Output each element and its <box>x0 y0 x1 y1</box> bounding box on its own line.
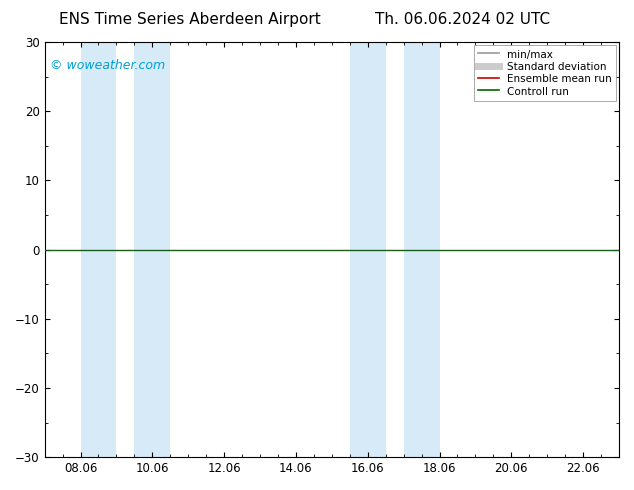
Legend: min/max, Standard deviation, Ensemble mean run, Controll run: min/max, Standard deviation, Ensemble me… <box>474 45 616 100</box>
Bar <box>404 42 439 457</box>
Bar <box>81 42 117 457</box>
Bar <box>134 42 171 457</box>
Text: © woweather.com: © woweather.com <box>50 59 165 72</box>
Text: Th. 06.06.2024 02 UTC: Th. 06.06.2024 02 UTC <box>375 12 550 27</box>
Bar <box>350 42 385 457</box>
Text: ENS Time Series Aberdeen Airport: ENS Time Series Aberdeen Airport <box>60 12 321 27</box>
